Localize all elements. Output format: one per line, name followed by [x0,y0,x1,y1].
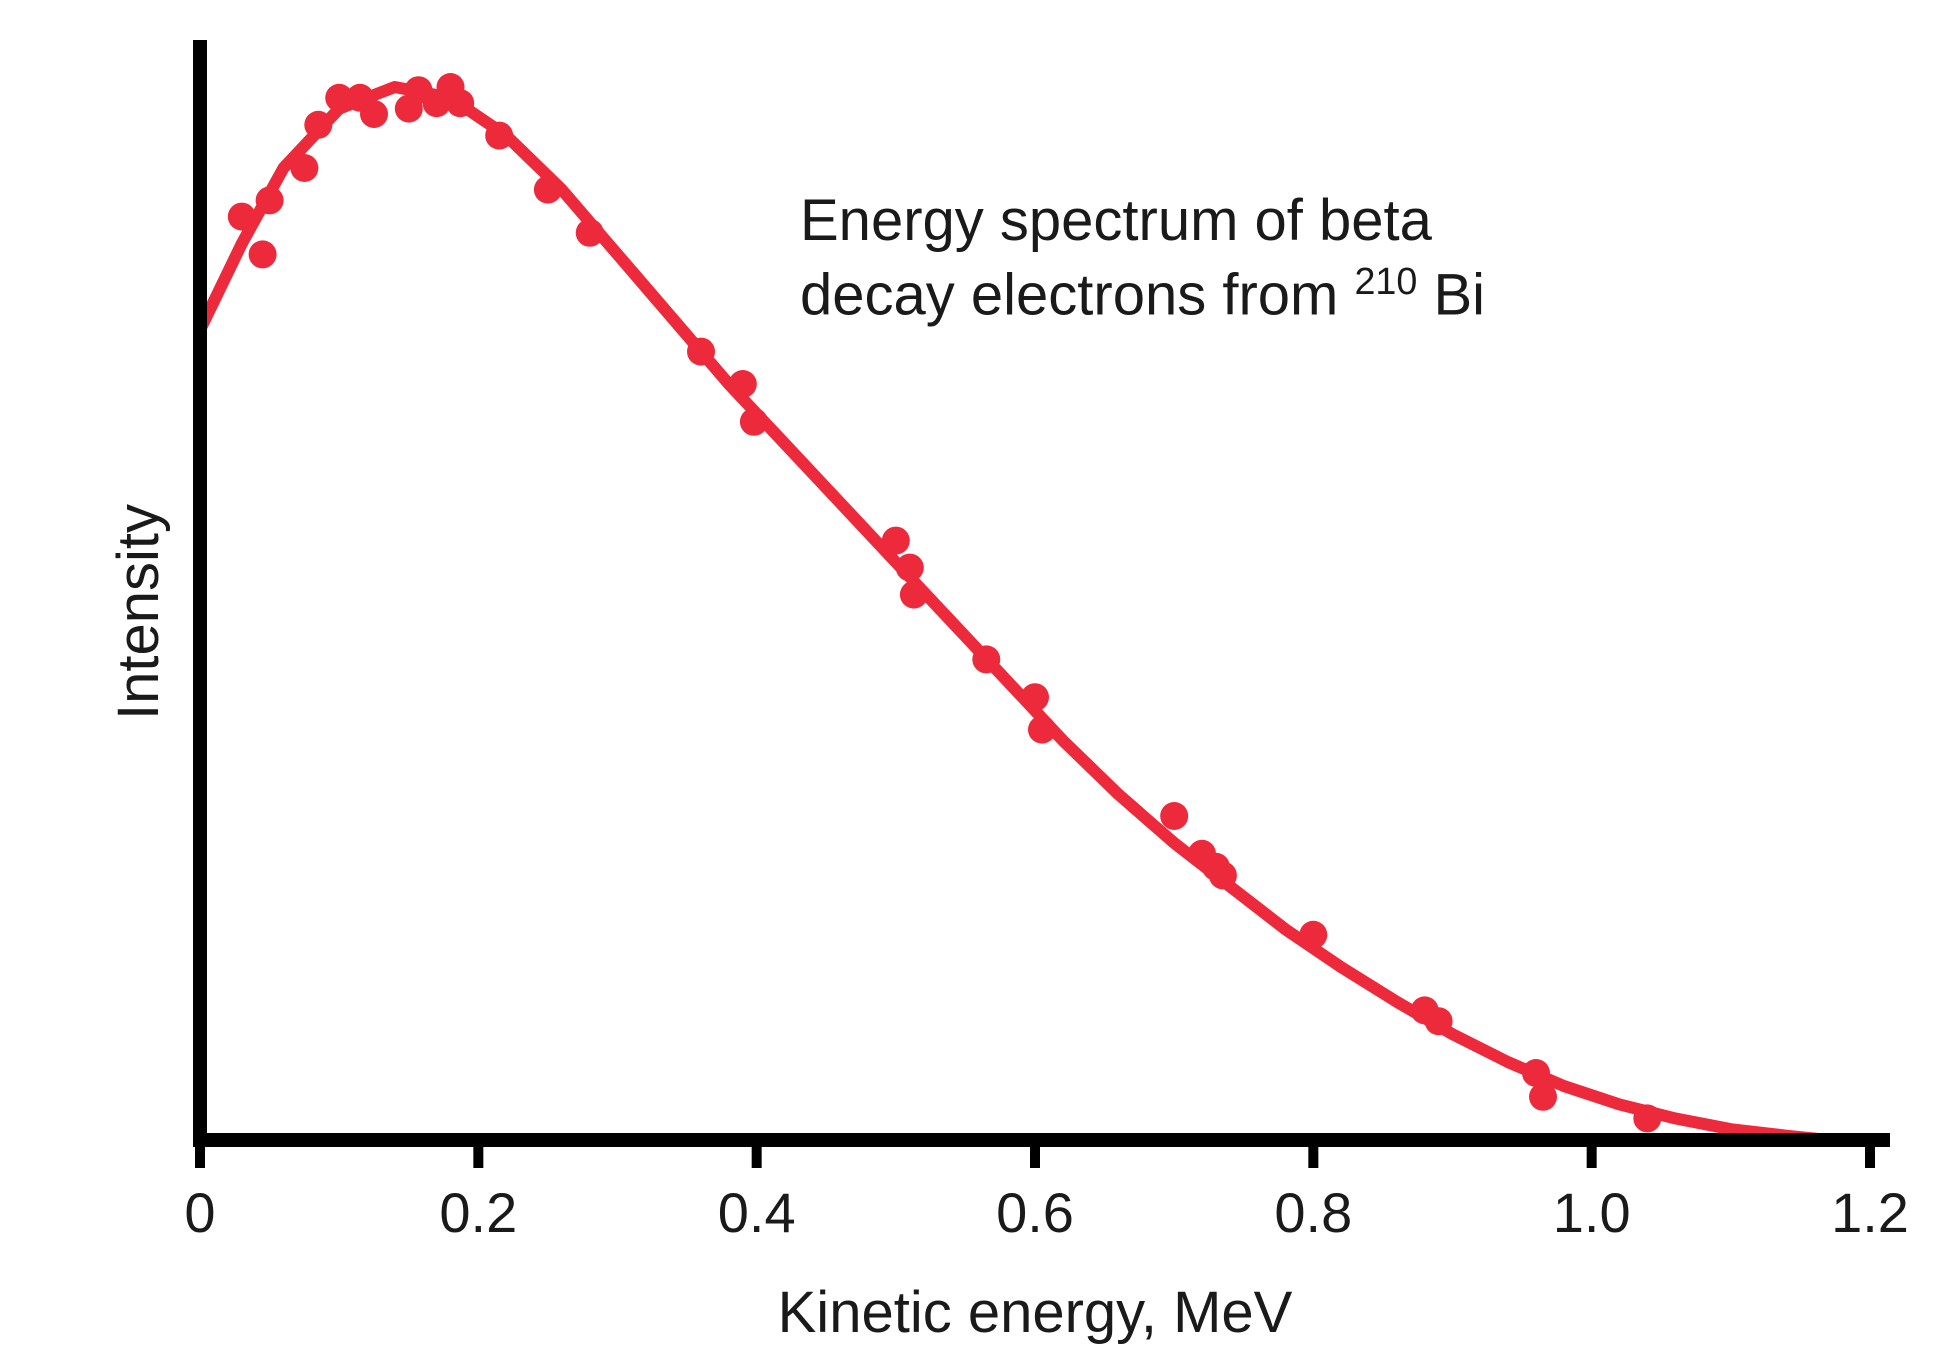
x-tick-label: 0.2 [439,1181,517,1244]
data-point [249,240,277,268]
data-point [740,408,768,436]
x-tick-label: 1.0 [1553,1181,1631,1244]
x-tick-label: 0.6 [996,1181,1074,1244]
y-axis-label: Intensity [105,504,172,720]
data-point [304,111,332,139]
data-point [882,527,910,555]
data-point [972,645,1000,673]
data-point [360,100,388,128]
data-point [687,338,715,366]
data-point [1160,802,1188,830]
data-point [729,370,757,398]
x-tick-label: 0 [184,1181,215,1244]
data-point [1299,921,1327,949]
annotation-line2-prefix: decay electrons from [800,262,1354,327]
data-point [896,554,924,582]
chart-annotation: Energy spectrum of beta decay electrons … [800,185,1485,331]
data-point [1522,1059,1550,1087]
annotation-line1: Energy spectrum of beta [800,188,1432,253]
data-point [256,186,284,214]
annotation-superscript: 210 [1354,260,1417,302]
data-point [1425,1007,1453,1035]
data-point [1633,1104,1661,1132]
data-point [1529,1083,1557,1111]
data-point [290,154,318,182]
data-point [1028,716,1056,744]
data-point [1021,683,1049,711]
annotation-line2-suffix: Bi [1417,262,1485,327]
data-point [1209,861,1237,889]
x-tick-label: 0.4 [718,1181,796,1244]
data-point [485,122,513,150]
data-point [534,176,562,204]
x-tick-label: 1.2 [1831,1181,1909,1244]
data-point [446,89,474,117]
data-point [576,219,604,247]
data-point [900,581,928,609]
x-tick-label: 0.8 [1274,1181,1352,1244]
chart-container: 0 0.2 0.4 0.6 0.8 1.0 1.2 Intensity Kinetic en… [0,0,1935,1350]
data-point [228,203,256,231]
x-axis-label: Kinetic energy, MeV [200,1279,1870,1346]
